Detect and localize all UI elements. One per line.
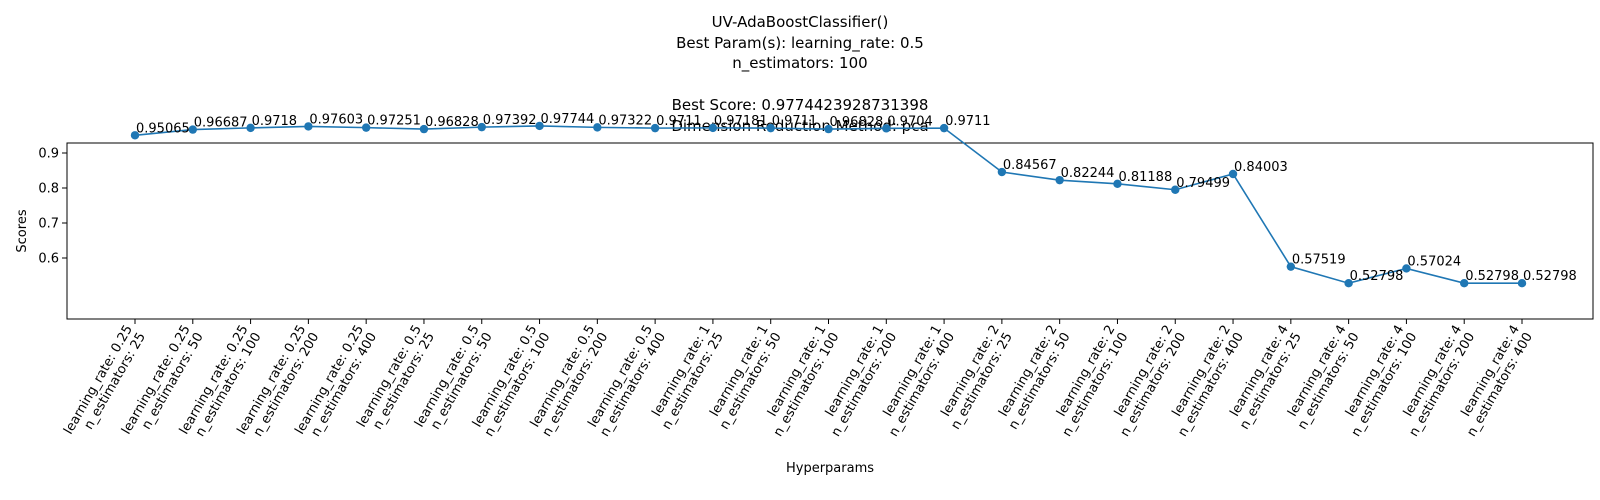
data-point xyxy=(1344,279,1353,288)
data-point xyxy=(1113,179,1122,189)
data-label: 0.79499 xyxy=(1176,176,1230,191)
y-tick-label: 0.6 xyxy=(38,252,59,267)
data-label: 0.97392 xyxy=(483,113,537,128)
data-label: 0.52798 xyxy=(1350,269,1404,284)
data-point xyxy=(1171,185,1180,194)
data-point xyxy=(1228,169,1238,179)
data-point xyxy=(477,122,486,132)
chart-title: UV-AdaBoostClassifier() Best Param(s): l… xyxy=(0,12,1600,136)
data-point xyxy=(1055,175,1064,185)
data-labels: 0.95065 0.96687 0.9718 0.97603 0.97251 0.9682… xyxy=(136,112,1577,284)
title-line-5: Best Score: 0.9774423928731398 xyxy=(671,95,929,114)
data-point xyxy=(130,131,140,140)
data-label: 0.95065 xyxy=(136,121,190,136)
data-label: 0.57519 xyxy=(1292,253,1346,268)
data-point xyxy=(419,124,429,134)
data-label: 0.96828 xyxy=(830,115,884,130)
data-label: 0.57024 xyxy=(1407,254,1461,269)
data-label: 0.96687 xyxy=(194,116,248,131)
data-label: 0.97251 xyxy=(367,114,421,129)
data-label: 0.97744 xyxy=(541,112,595,127)
data-label: 0.97181 xyxy=(714,114,768,129)
y-tick-label: 0.8 xyxy=(38,182,59,197)
data-point xyxy=(824,124,833,134)
data-label: 0.84003 xyxy=(1234,160,1288,175)
title-line-1: UV-AdaBoostClassifier() xyxy=(711,13,889,31)
data-label: 0.9718 xyxy=(252,114,297,129)
series-scores xyxy=(130,121,1527,288)
data-label: 0.82244 xyxy=(1061,166,1115,181)
title-line-3: n_estimators: 100 xyxy=(732,54,868,73)
data-label: 0.52798 xyxy=(1465,269,1519,284)
data-point xyxy=(1517,279,1527,288)
data-point xyxy=(188,125,197,134)
data-label: 0.52798 xyxy=(1523,269,1577,284)
data-label: 0.9711 xyxy=(772,114,818,129)
y-tick-label: 0.7 xyxy=(38,217,59,232)
data-point xyxy=(939,123,949,133)
data-point xyxy=(1286,262,1296,271)
data-point xyxy=(593,123,602,132)
data-label: 0.84567 xyxy=(1003,158,1057,173)
data-label: 0.9711 xyxy=(656,114,702,129)
data-point xyxy=(535,121,544,131)
plot-frame xyxy=(66,142,1594,320)
data-point xyxy=(304,122,313,131)
data-label: 0.9704 xyxy=(887,114,933,129)
data-label: 0.97603 xyxy=(309,112,363,127)
data-point xyxy=(650,123,660,133)
data-point xyxy=(997,167,1007,177)
data-label: 0.9711 xyxy=(945,114,991,129)
data-point xyxy=(1460,279,1469,288)
data-point xyxy=(882,124,891,133)
x-axis-title: Hyperparams xyxy=(786,461,874,476)
data-label: 0.81188 xyxy=(1118,170,1172,185)
title-line-6: Dimension Reduction Method: pca xyxy=(671,116,929,135)
y-tick-label: 0.9 xyxy=(38,147,59,162)
data-point xyxy=(246,123,255,133)
data-label: 0.97322 xyxy=(598,113,652,128)
data-point xyxy=(361,123,371,132)
y-axis-title: Scores xyxy=(15,209,30,252)
data-point xyxy=(708,123,718,133)
data-point xyxy=(1402,264,1411,273)
data-label: 0.96828 xyxy=(425,115,479,130)
title-line-2: Best Param(s): learning_rate: 0.5 xyxy=(676,33,924,52)
data-point xyxy=(766,123,775,133)
